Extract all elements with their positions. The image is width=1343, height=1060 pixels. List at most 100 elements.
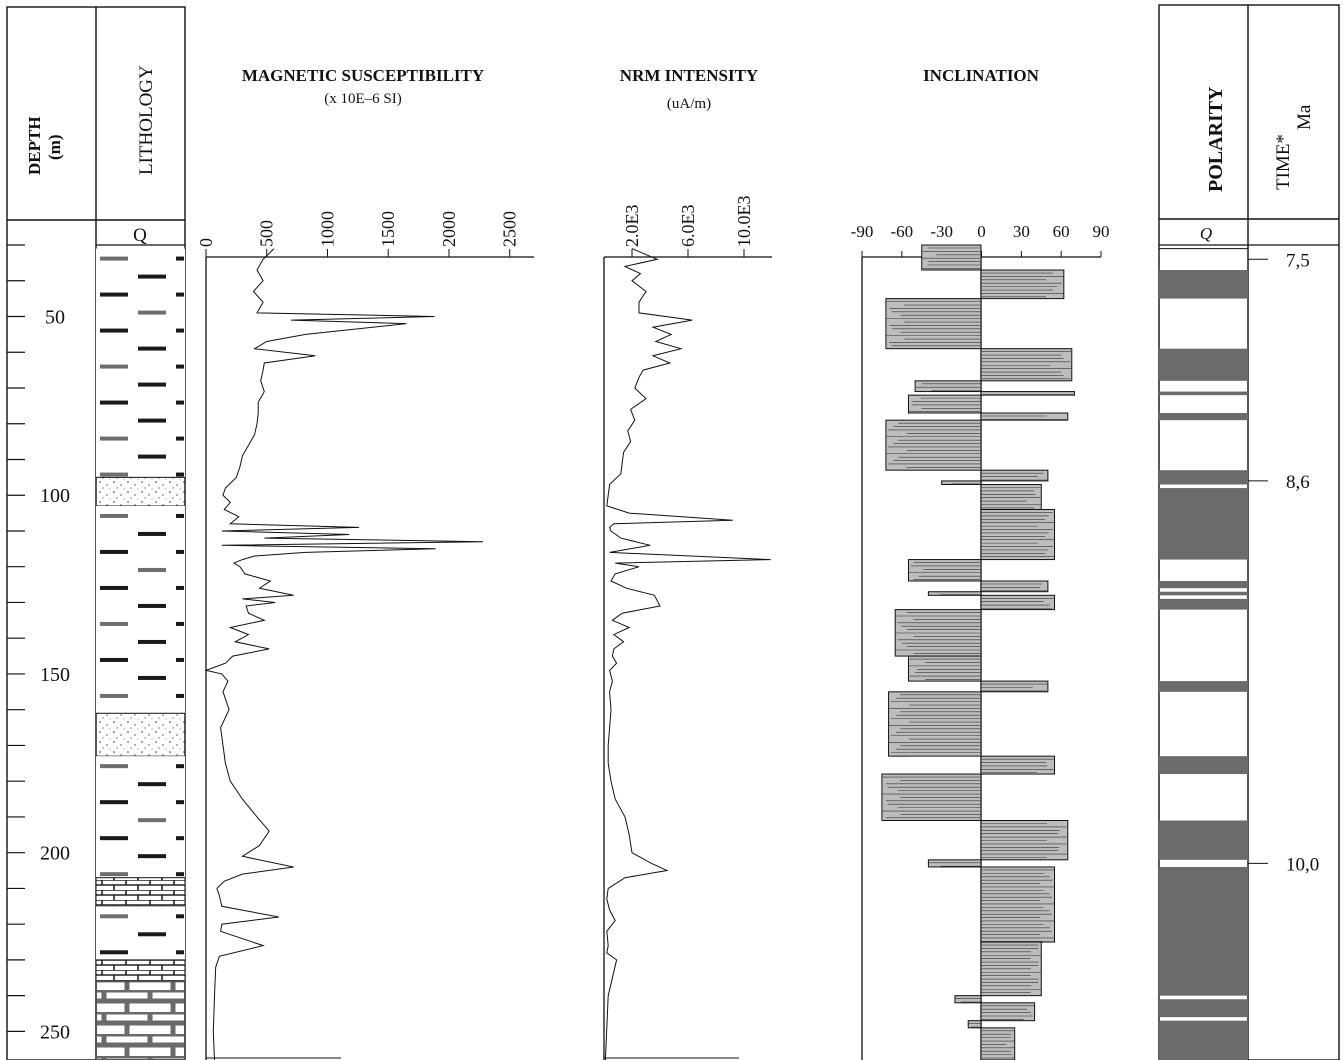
depth-label: 200 xyxy=(40,843,70,865)
polarity-normal-interval xyxy=(1159,470,1248,485)
inclination-bar xyxy=(907,394,982,414)
shale-dash xyxy=(100,472,128,477)
inclination-bar xyxy=(980,1027,1016,1060)
depth-axis: 50 100 150 200 250 xyxy=(7,244,70,1043)
inclination-bar xyxy=(980,269,1065,300)
x-tick-label: 0 xyxy=(196,238,216,247)
lithology-sand xyxy=(95,712,186,757)
susceptibility-curve xyxy=(204,248,484,1060)
shale-dash xyxy=(138,639,166,644)
inclination-bar xyxy=(980,469,1049,482)
polarity-normal-interval xyxy=(1159,598,1248,610)
x-tick-label: 2500 xyxy=(500,211,520,247)
nrm-title: NRM INTENSITY xyxy=(620,66,758,85)
inclination-bar xyxy=(967,1020,982,1029)
polarity-normal-interval xyxy=(1159,866,1248,996)
shale-dash xyxy=(176,472,184,477)
shale-dash xyxy=(138,818,166,823)
inclination-bar xyxy=(980,866,1056,943)
inclination-bar xyxy=(954,995,982,1004)
shale-dash xyxy=(176,328,184,333)
shale-dash xyxy=(176,693,184,698)
polarity-normal-interval xyxy=(1159,413,1248,421)
inclination-tick-label: 30 xyxy=(1013,222,1030,241)
inclination-bar xyxy=(885,419,982,471)
shale-dash xyxy=(176,764,184,769)
shale-dash xyxy=(176,800,184,805)
shale-dash xyxy=(176,364,184,369)
shale-dash xyxy=(100,800,128,805)
lithology-limestone xyxy=(95,877,186,907)
inclination-tick-label: 60 xyxy=(1053,222,1070,241)
lithology-header: LITHOLOGY xyxy=(136,65,157,175)
shale-dash xyxy=(176,513,184,518)
inclination-tick-label: 0 xyxy=(977,222,986,241)
depth-label: 150 xyxy=(40,664,70,686)
shale-dash xyxy=(176,657,184,662)
shale-dash xyxy=(138,675,166,680)
shale-dash xyxy=(138,274,166,279)
inclination-tick-label: -60 xyxy=(890,222,913,241)
lithology-shale xyxy=(96,248,185,478)
inclination-bar xyxy=(921,244,982,271)
polarity-normal-interval xyxy=(1159,391,1248,396)
shale-dash xyxy=(100,621,128,626)
polarity-normal-interval xyxy=(1159,488,1248,560)
shale-dash xyxy=(176,621,184,626)
depth-label: 250 xyxy=(40,1021,70,1043)
polarity-panel: POLARITY TIME* Ma Q 7,5 8,6 10,0 xyxy=(1158,4,1340,1060)
shale-dash xyxy=(100,256,128,261)
shale-dash xyxy=(176,872,184,877)
inclination-tick-label: -90 xyxy=(851,222,874,241)
lithology-limestone-massive xyxy=(95,980,186,1060)
lithology-sand xyxy=(95,476,186,507)
shale-dash xyxy=(100,657,128,662)
shale-dash xyxy=(100,836,128,841)
nrm-panel: NRM INTENSITY (uA/m) 2.0E3 6.0E3 10.0E3 xyxy=(603,66,772,1060)
shale-dash xyxy=(100,328,128,333)
shale-dash xyxy=(176,585,184,590)
shale-dash xyxy=(176,549,184,554)
x-tick-label: 2000 xyxy=(439,211,459,247)
nrm-subtitle: (uA/m) xyxy=(667,96,711,112)
shale-dash xyxy=(176,950,184,955)
shale-dash xyxy=(138,454,166,459)
inclination-bar xyxy=(980,348,1073,382)
inclination-bar xyxy=(941,480,982,485)
shale-dash xyxy=(100,364,128,369)
lithology-shale xyxy=(96,756,185,878)
lithology-column xyxy=(95,248,186,1060)
nrm-axis: 2.0E3 6.0E3 10.0E3 xyxy=(603,196,772,1060)
time-unit: Ma xyxy=(1294,104,1315,130)
shale-dash xyxy=(138,531,166,536)
inclination-bar xyxy=(980,680,1049,693)
shale-dash xyxy=(138,603,166,608)
inclination-bar xyxy=(885,298,982,350)
x-tick-label: 1000 xyxy=(317,211,337,247)
depth-lithology-panel: DEPTH (m) LITHOLOGY Q 50 100 150 200 250 xyxy=(6,6,186,1060)
inclination-bar xyxy=(907,559,982,582)
polarity-normal-interval xyxy=(1159,1020,1248,1060)
polarity-normal-interval xyxy=(1159,999,1248,1018)
shale-dash xyxy=(138,310,166,315)
x-tick-label: 6.0E3 xyxy=(678,205,698,248)
shale-dash xyxy=(138,854,166,859)
shale-dash xyxy=(100,693,128,698)
polarity-q-label: Q xyxy=(1200,224,1212,243)
inclination-bar xyxy=(980,755,1056,775)
time-header: TIME* xyxy=(1273,134,1294,190)
inclination-panel: INCLINATION -90 -60 -30 0 30 60 90 xyxy=(851,66,1110,1060)
shale-dash xyxy=(100,400,128,405)
inclination-bar xyxy=(927,591,982,596)
polarity-normal-interval xyxy=(1159,820,1248,860)
shale-dash xyxy=(100,436,128,441)
shale-dash xyxy=(176,436,184,441)
susceptibility-axis: 0 500 1000 1500 2000 2500 xyxy=(196,211,534,1060)
shale-dash xyxy=(138,382,166,387)
shale-dash xyxy=(100,549,128,554)
polarity-header: POLARITY xyxy=(1205,86,1227,192)
inclination-bar xyxy=(980,483,1042,511)
lithology-limestone xyxy=(95,959,186,982)
x-tick-label: 2.0E3 xyxy=(622,205,642,248)
